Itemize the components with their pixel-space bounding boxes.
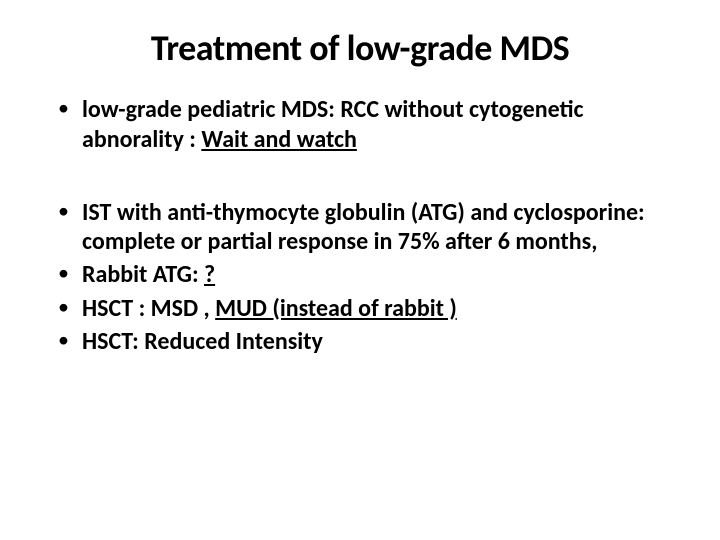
bullet-item: Rabbit ATG: ? — [52, 260, 668, 289]
bullet-text-prefix: IST with anti-thymocyte globulin (ATG) a… — [82, 198, 645, 256]
bullet-item: HSCT : MSD , MUD (instead of rabbit ) — [52, 294, 668, 323]
bullet-group-1: low-grade pediatric MDS: RCC without cyt… — [52, 95, 668, 154]
bullet-text-prefix: HSCT: Reduced Intensity — [82, 327, 323, 356]
bullet-item: HSCT: Reduced Intensity — [52, 327, 668, 356]
bullet-text-underlined: ? — [204, 260, 215, 289]
bullet-text-prefix: Rabbit ATG: — [82, 260, 204, 289]
vertical-gap — [52, 158, 668, 198]
bullet-text-underlined: MUD (instead of rabbit ) — [215, 294, 457, 323]
bullet-text-underlined: Wait and watch — [201, 125, 357, 154]
bullet-text-prefix: HSCT : MSD , — [82, 294, 215, 323]
bullet-item: low-grade pediatric MDS: RCC without cyt… — [52, 95, 668, 154]
slide-title: Treatment of low-grade MDS — [52, 28, 668, 69]
bullet-group-2: IST with anti-thymocyte globulin (ATG) a… — [52, 198, 668, 356]
bullet-item: IST with anti-thymocyte globulin (ATG) a… — [52, 198, 668, 257]
